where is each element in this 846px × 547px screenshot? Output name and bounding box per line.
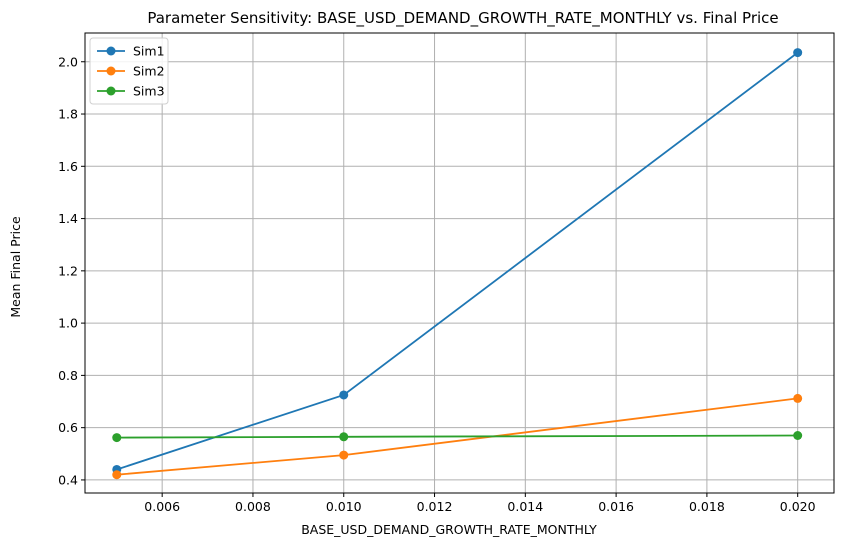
y-tick-label: 2.0 [58,54,78,69]
data-point [793,393,803,403]
y-tick-label: 1.4 [58,211,78,226]
data-point [112,470,122,480]
data-point [339,450,349,460]
x-tick-label: 0.010 [326,499,362,514]
x-tick-label: 0.020 [780,499,816,514]
x-tick-label: 0.008 [235,499,271,514]
legend-item: Sim3 [97,84,165,99]
legend-label: Sim3 [133,84,165,99]
legend-item: Sim1 [97,44,165,59]
chart-title: Parameter Sensitivity: BASE_USD_DEMAND_G… [147,9,778,28]
legend: Sim1 Sim2 Sim3 [89,37,169,105]
legend-label: Sim2 [133,64,165,79]
grid [85,33,834,493]
x-tick-label: 0.014 [507,499,543,514]
x-tick-label: 0.016 [598,499,634,514]
series-line [116,51,799,471]
data-point [793,431,803,440]
x-axis-label: BASE_USD_DEMAND_GROWTH_RATE_MONTHLY [301,522,597,537]
y-tick-label: 0.6 [58,420,78,435]
y-axis-label: Mean Final Price [8,216,23,318]
y-tick-label: 1.0 [58,316,78,331]
y-tick-label: 0.8 [58,368,78,383]
y-tick-label: 1.2 [58,263,78,278]
y-axis: 0.4 0.6 0.8 1.0 1.2 1.4 1.6 1.8 2.0 [58,54,85,487]
y-tick-label: 0.4 [58,472,78,487]
legend-marker [106,86,116,96]
x-tick-label: 0.006 [144,499,180,514]
legend-marker [106,46,116,56]
y-tick-label: 1.6 [58,159,78,174]
x-tick-label: 0.018 [689,499,725,514]
plot-area [112,48,803,480]
data-point [339,390,349,400]
axes-frame [84,32,835,494]
series-sim2 [112,393,803,480]
x-axis: 0.006 0.008 0.010 0.012 0.014 0.016 0.018 0.020 [144,493,816,514]
legend-label: Sim1 [133,44,165,59]
data-point [793,48,803,58]
series-sim1 [112,48,803,474]
legend-marker [106,66,116,76]
series-sim3 [112,431,803,443]
legend-item: Sim2 [97,64,165,79]
data-point [112,433,122,443]
y-tick-label: 1.8 [58,107,78,122]
x-tick-label: 0.012 [417,499,453,514]
data-point [339,432,349,442]
